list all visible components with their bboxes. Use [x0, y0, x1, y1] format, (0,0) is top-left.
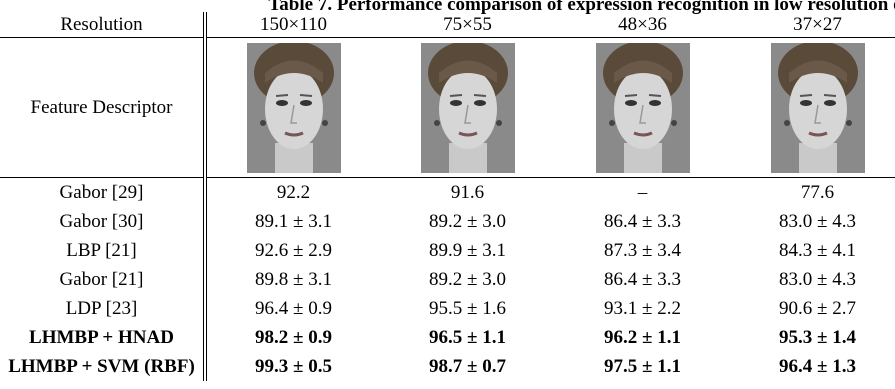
value-cell: 96.5 ± 1.1: [380, 323, 555, 352]
value-cell: 86.4 ± 3.3: [555, 265, 730, 294]
value-cell: 95.5 ± 1.6: [380, 294, 555, 323]
header-cell: 48×36: [555, 12, 730, 38]
value-cell: 93.1 ± 2.2: [555, 294, 730, 323]
value-cell: 92.6 ± 2.9: [205, 236, 380, 265]
value-cell: 96.4 ± 1.3: [730, 352, 895, 381]
value-cell: 91.6: [380, 178, 555, 208]
method-cell: Gabor [29]: [0, 178, 205, 208]
value-cell: 89.2 ± 3.0: [380, 207, 555, 236]
value-cell: 86.4 ± 3.3: [555, 207, 730, 236]
face-image: [421, 43, 515, 173]
value-cell: 89.8 ± 3.1: [205, 265, 380, 294]
face-image: [596, 43, 690, 173]
value-cell: 97.5 ± 1.1: [555, 352, 730, 381]
face-image: [771, 43, 865, 173]
value-cell: 96.4 ± 0.9: [205, 294, 380, 323]
method-cell: LBP [21]: [0, 236, 205, 265]
value-cell: 96.2 ± 1.1: [555, 323, 730, 352]
header-cell: 37×27: [730, 12, 895, 38]
method-cell: LDP [23]: [0, 294, 205, 323]
value-cell: 95.3 ± 1.4: [730, 323, 895, 352]
value-cell: 83.0 ± 4.3: [730, 265, 895, 294]
header-cell: 150×110: [205, 12, 380, 38]
header-cell: Resolution: [0, 12, 205, 38]
method-cell: Gabor [21]: [0, 265, 205, 294]
value-cell: 89.1 ± 3.1: [205, 207, 380, 236]
value-cell: 89.2 ± 3.0: [380, 265, 555, 294]
method-cell: LHMBP + SVM (RBF): [0, 352, 205, 381]
value-cell: 83.0 ± 4.3: [730, 207, 895, 236]
row-label: Feature Descriptor: [0, 38, 205, 178]
image-cell: [555, 38, 730, 178]
header-cell: 75×55: [380, 12, 555, 38]
value-cell: 92.2: [205, 178, 380, 208]
image-cell: [730, 38, 895, 178]
value-cell: 98.7 ± 0.7: [380, 352, 555, 381]
method-cell: LHMBP + HNAD: [0, 323, 205, 352]
face-image: [247, 43, 341, 173]
value-cell: 87.3 ± 3.4: [555, 236, 730, 265]
value-cell: –: [555, 178, 730, 208]
value-cell: 90.6 ± 2.7: [730, 294, 895, 323]
value-cell: 89.9 ± 3.1: [380, 236, 555, 265]
value-cell: 99.3 ± 0.5: [205, 352, 380, 381]
method-cell: Gabor [30]: [0, 207, 205, 236]
image-cell: [380, 38, 555, 178]
image-cell: [205, 38, 380, 178]
value-cell: 77.6: [730, 178, 895, 208]
value-cell: 84.3 ± 4.1: [730, 236, 895, 265]
image-row: Feature Descriptor: [0, 38, 895, 178]
value-cell: 98.2 ± 0.9: [205, 323, 380, 352]
page: Table 7. Performance comparison of expre…: [0, 0, 895, 389]
